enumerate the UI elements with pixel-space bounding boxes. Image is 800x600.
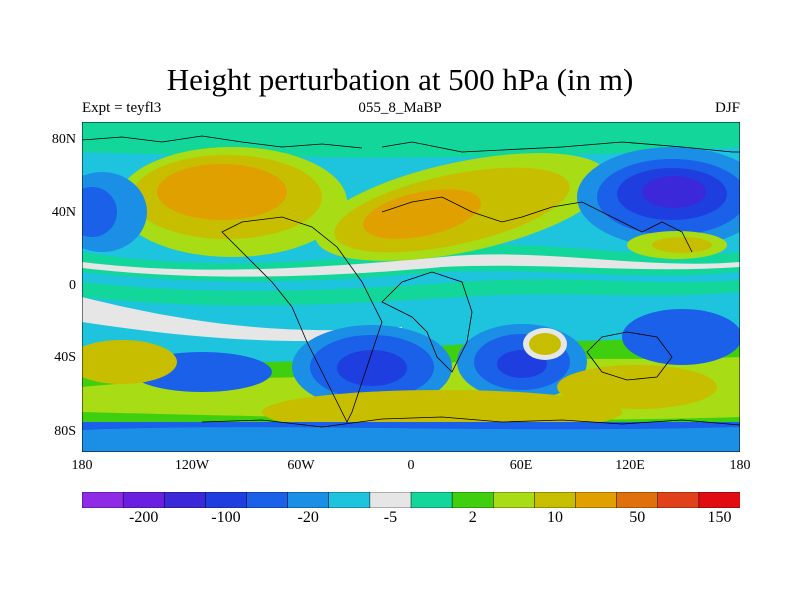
- colorbar-label: 150: [707, 509, 732, 526]
- colorbar-swatch: [657, 492, 700, 508]
- height-perturbation-map: [82, 122, 740, 452]
- colorbar: [82, 492, 740, 508]
- colorbar-swatch: [616, 492, 659, 508]
- colorbar-label: 10: [546, 509, 563, 526]
- x-label-60w: 60W: [287, 458, 315, 473]
- contour-field: [82, 122, 740, 452]
- y-label-80n: 80N: [51, 132, 76, 147]
- colorbar-label: 2: [468, 509, 477, 526]
- y-label-0: 0: [69, 278, 76, 293]
- run-label: 055_8_MaBP: [358, 100, 442, 116]
- colorbar-swatch: [246, 492, 289, 508]
- experiment-label: Expt = teyfl3: [82, 100, 162, 116]
- plot-title: Height perturbation at 500 hPa (in m): [166, 62, 634, 97]
- x-label-120w: 120W: [174, 458, 210, 473]
- x-label-60e: 60E: [509, 458, 533, 473]
- coastlines: [82, 135, 740, 428]
- colorbar-swatch: [164, 492, 207, 508]
- colorbar-swatch: [328, 492, 371, 508]
- season-label: DJF: [714, 100, 740, 116]
- colorbar-swatch: [451, 492, 495, 508]
- colorbar-swatch: [575, 492, 618, 508]
- colorbar-label: 50: [629, 509, 646, 526]
- colorbar-label: -20: [297, 509, 319, 526]
- x-label-180w: 180: [71, 458, 93, 473]
- y-label-80s: 80S: [54, 424, 76, 439]
- colorbar-swatch: [534, 492, 577, 508]
- colorbar-swatch: [698, 492, 740, 508]
- colorbar-swatch: [369, 492, 412, 508]
- colorbar-swatch: [82, 492, 124, 508]
- x-label-180e: 180: [729, 458, 751, 473]
- y-label-40n: 40N: [51, 205, 76, 220]
- colorbar-swatch: [205, 492, 248, 508]
- colorbar-swatch: [122, 492, 166, 508]
- colorbar-label: -5: [383, 509, 398, 526]
- colorbar-label: -200: [129, 509, 159, 526]
- colorbar-swatch: [287, 492, 330, 508]
- x-label-0: 0: [407, 458, 415, 473]
- y-label-40s: 40S: [54, 350, 76, 365]
- x-label-120e: 120E: [615, 458, 645, 473]
- colorbar-label: -100: [211, 509, 241, 526]
- colorbar-swatch: [410, 492, 453, 508]
- colorbar-swatch: [493, 492, 536, 508]
